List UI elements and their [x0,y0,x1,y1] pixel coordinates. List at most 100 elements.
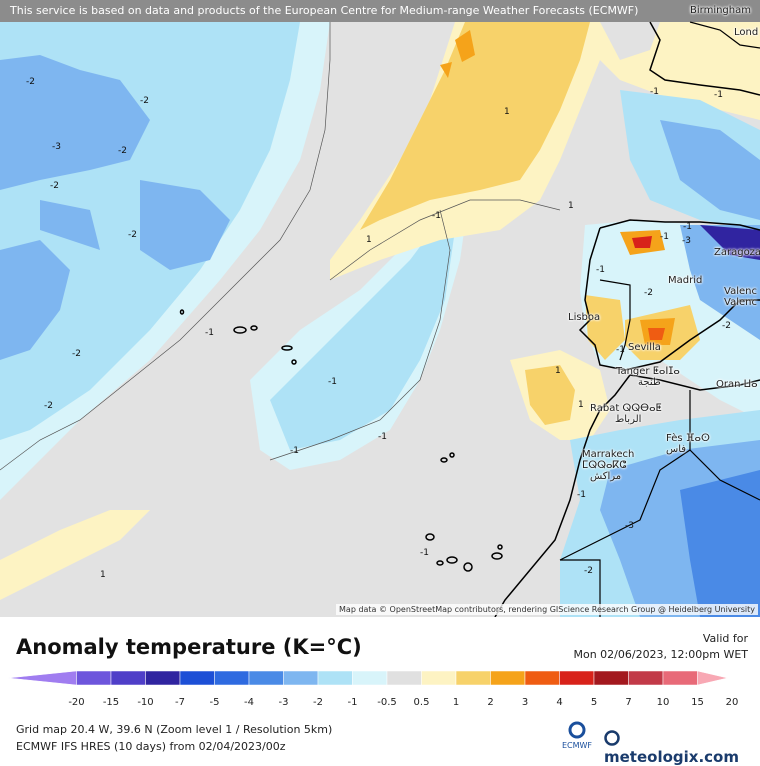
map-fields [0,21,760,617]
contour-label: -1 [616,345,625,355]
city-rabat[interactable]: Rabat ⵕⵕⴱⴰⵟ الرباط [590,403,662,425]
city-label: Zaragoza [714,247,760,258]
scale-tick-label: -20 [68,697,85,708]
city-marrakech[interactable]: Marrakech ⵎⵕⵕⴰⴽⵛ مراكش [582,449,634,482]
scale-swatch [283,670,319,686]
city-label: Madrid [668,275,703,286]
scale-tick-label: 5 [590,697,598,708]
scale-tick-label: 2 [487,697,494,708]
contour-label: -1 [328,377,337,387]
scale-swatch [559,670,595,686]
scale-swatch [8,670,77,686]
scale-swatch [110,670,146,686]
ecmwf-logo: ECMWF [560,721,594,750]
scale-tick-label: -0.5 [377,697,397,708]
city-madrid[interactable]: Madrid [668,275,702,286]
city-label: Oran ⵡⴰ [716,379,758,390]
contour-label: -3 [625,521,634,531]
contour-label: -2 [72,349,81,359]
scale-tick-label: 15 [691,697,704,708]
anomaly-map[interactable]: This service is based on data and produc… [0,0,760,617]
valid-label: Valid for [702,632,748,645]
contour-label: -1 [577,490,586,500]
contour-label: -2 [140,96,149,106]
contour-label: 1 [568,201,574,211]
city-label: Rabat ⵕⵕⴱⴰⵟ [590,403,662,414]
scale-tick-label: -15 [102,697,120,708]
scale-tick-label: -1 [347,697,358,708]
city-label: Marrakech [582,449,635,460]
brand-name: meteologix.com [604,748,739,766]
city-label-ar: طنجة [638,377,661,388]
city-label: Lisboa [568,312,601,323]
scale-tick-label: -10 [137,697,154,708]
scale-tick-label: 10 [656,697,670,708]
legend-title: Anomaly temperature (K=°C) [16,635,362,659]
city-london[interactable]: Lond [734,27,758,38]
city-label-ar: مراكش [590,471,622,482]
scale-tick-label: 4 [556,697,563,708]
city-label-ar: الرباط [615,414,642,425]
city-label: Tanger ⵟⴰⵏⵊⴰ [616,366,680,377]
scale-tick-label: -2 [313,697,323,708]
contour-label: 1 [555,366,561,376]
model-info: ECMWF IFS HRES (10 days) from 02/04/2023… [16,740,286,753]
ecmwf-label: ECMWF [561,741,593,750]
contour-label: -2 [722,321,731,331]
city-label: Birmingham [690,5,751,16]
scale-tick-label: -4 [244,697,254,708]
contour-label: 1 [100,570,106,580]
city-oran[interactable]: Oran ⵡⴰ [716,379,758,390]
contour-label: -2 [118,146,127,156]
city-birmingham[interactable]: Birmingham [690,5,751,16]
scale-swatch [593,670,629,686]
scale-swatch [421,670,457,686]
scale-swatch [455,670,491,686]
scale-swatch [662,670,698,686]
ecmwf-icon [568,721,586,739]
city-tanger[interactable]: Tanger ⵟⴰⵏⵊⴰ طنجة [616,366,680,388]
scale-tick-label: -7 [175,697,185,708]
scale-swatch [524,670,560,686]
contour-label: -1 [205,328,214,338]
scale-swatch [628,670,664,686]
city-valencia[interactable]: Valenc Valenc [724,286,757,308]
contour-label: -1 [714,90,723,100]
contour-label: 1 [504,107,510,117]
contour-label: -2 [128,230,137,240]
scale-swatch [352,670,388,686]
grid-info: Grid map 20.4 W, 39.6 N (Zoom level 1 / … [16,723,333,736]
contour-label: -1 [650,87,659,97]
scale-swatch [697,670,728,686]
contour-label: -1 [660,232,669,242]
valid-time: Mon 02/06/2023, 12:00pm WET [573,648,748,661]
scale-swatch [214,670,250,686]
map-attribution[interactable]: Map data © OpenStreetMap contributors, r… [336,604,758,615]
scale-tick-label: 1 [452,697,460,708]
contour-label: -3 [682,236,691,246]
contour-label: -1 [420,548,429,558]
contour-label: -2 [44,401,53,411]
contour-label: 1 [578,400,584,410]
contour-label: -2 [584,566,593,576]
scale-tick-label: 20 [725,697,739,708]
city-fes[interactable]: Fès ⴼⴰⵙ فاس [666,433,710,455]
scale-tick-label: -3 [278,697,289,708]
contour-label: 1 [366,235,372,245]
brand-logo[interactable]: meteologix.com [604,730,760,766]
scale-swatch [386,670,422,686]
city-label: Valenc [724,297,757,308]
meteologix-icon [604,730,620,746]
contour-label: -2 [26,77,35,87]
city-label-ar: فاس [666,444,687,455]
city-zaragoza[interactable]: Zaragoza [714,247,760,258]
color-scale [8,670,728,686]
scale-tick-label: 3 [521,697,529,708]
contour-label: -1 [290,446,299,456]
city-sevilla[interactable]: Sevilla [628,342,661,353]
city-label: Sevilla [628,342,661,353]
contour-label: -3 [52,142,61,152]
scale-swatch [76,670,112,686]
contour-label: -1 [596,265,605,275]
city-lisboa[interactable]: Lisboa [568,312,600,323]
